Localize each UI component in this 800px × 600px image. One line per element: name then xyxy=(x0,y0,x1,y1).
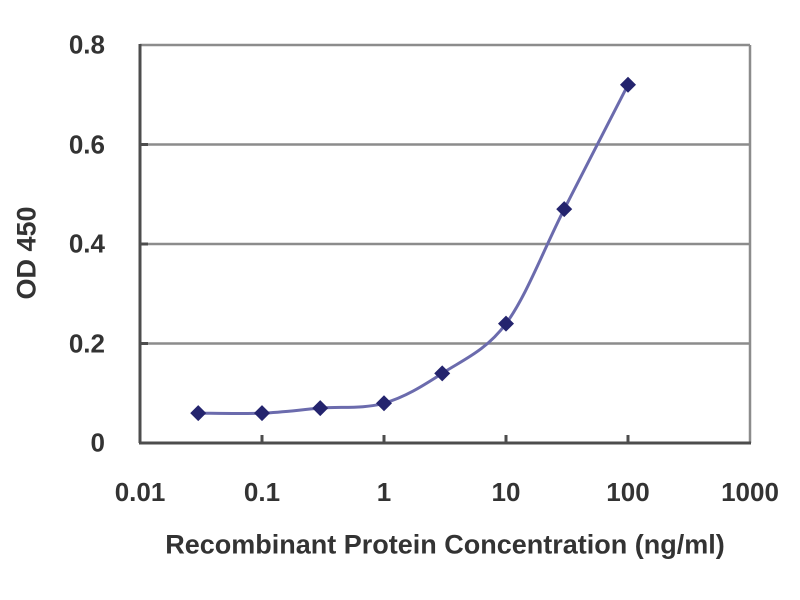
data-point-marker xyxy=(620,76,636,93)
y-tick-label: 0.6 xyxy=(68,129,105,159)
x-tick-label: 10 xyxy=(491,477,521,507)
x-tick-label: 0.1 xyxy=(243,477,281,507)
y-tick-label: 0.4 xyxy=(68,228,105,259)
data-point-marker xyxy=(556,201,573,218)
data-point-marker xyxy=(190,405,207,422)
y-tick-label: 0.2 xyxy=(68,328,105,358)
data-point-marker xyxy=(376,395,392,412)
x-tick-label: 1000 xyxy=(721,477,779,507)
series-line xyxy=(198,84,630,416)
y-tick-label: 0.8 xyxy=(68,29,105,60)
data-point-marker xyxy=(498,315,514,332)
x-tick-label: 1 xyxy=(376,477,392,507)
x-tick-label: 0.01 xyxy=(114,477,166,507)
y-tick-label: 0 xyxy=(90,427,105,458)
x-axis-title: Recombinant Protein Concentration (ng/ml… xyxy=(165,529,725,560)
y-axis-title: OD 450 xyxy=(11,206,42,300)
data-point-marker xyxy=(312,400,329,417)
x-tick-label: 100 xyxy=(606,477,650,507)
data-point-marker xyxy=(254,405,270,422)
data-point-marker xyxy=(434,365,451,382)
